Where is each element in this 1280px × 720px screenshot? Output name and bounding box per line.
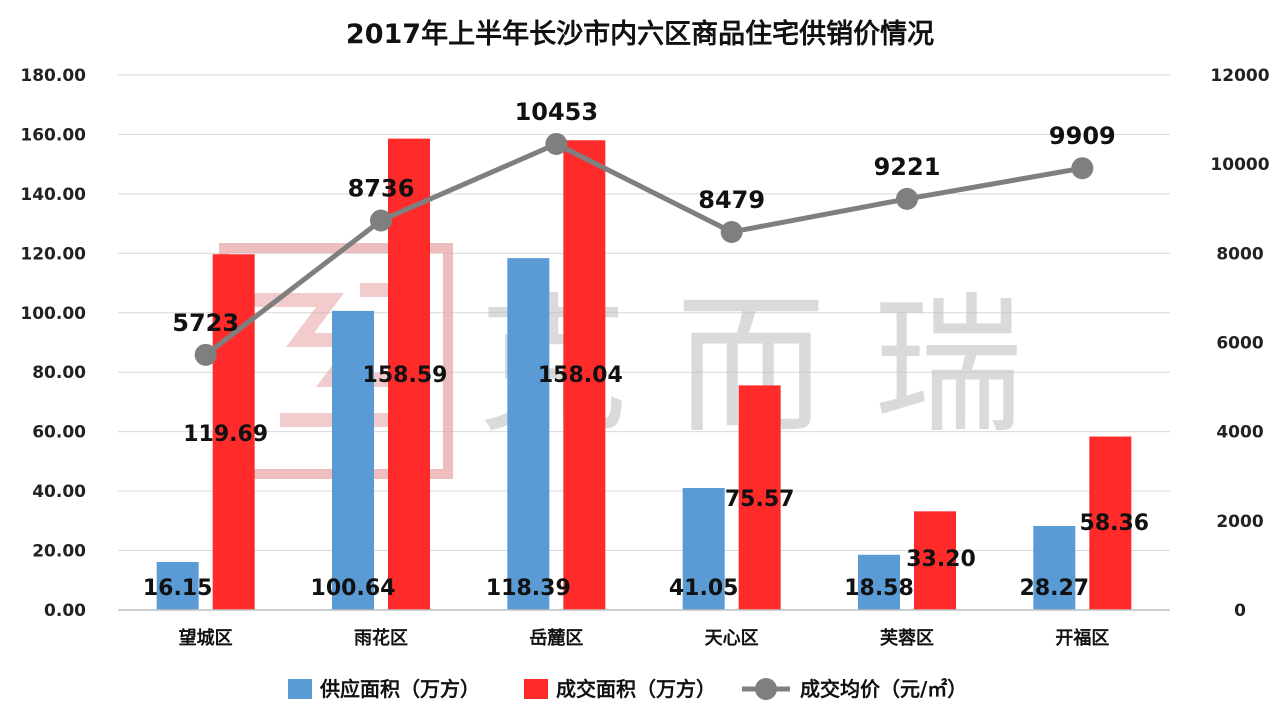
sold-area-label: 119.69 <box>183 422 268 447</box>
avg-price-label: 10453 <box>515 98 599 126</box>
supply-area-bar <box>332 310 374 610</box>
supply-area-bar <box>1033 525 1076 610</box>
bars <box>156 138 1132 611</box>
supply-area-label: 100.64 <box>311 576 396 601</box>
x-tick-label: 岳麓区 <box>529 628 583 649</box>
avg-price-label: 8736 <box>348 175 415 203</box>
x-tick-label: 天心区 <box>705 628 759 649</box>
y-left-tick-label: 180.00 <box>20 66 86 86</box>
y-right-tick-label: 8000 <box>1216 244 1263 264</box>
supply-area-label: 18.58 <box>844 576 914 601</box>
legend-swatch-sold <box>524 679 548 699</box>
avg-price-label: 5723 <box>172 309 239 337</box>
y-right-tick-label: 0 <box>1234 601 1246 621</box>
x-tick-label: 开福区 <box>1055 627 1109 649</box>
supply-area-bar <box>682 487 725 610</box>
sold-area-label: 58.36 <box>1080 511 1150 536</box>
supply-area-label: 28.27 <box>1020 576 1090 601</box>
x-tick-label: 雨花区 <box>354 627 408 649</box>
avg-price-label: 9909 <box>1049 122 1116 150</box>
y-left-tick-label: 0.00 <box>44 601 86 621</box>
sold-area-bar <box>738 385 781 610</box>
legend-label-sold: 成交面积（万方） <box>556 677 716 701</box>
gridlines <box>118 74 1170 611</box>
legend-label-supply: 供应面积（万方） <box>319 677 480 701</box>
x-tick-label: 芙蓉区 <box>880 627 934 649</box>
y-left-tick-label: 140.00 <box>20 185 86 205</box>
sold-area-label: 33.20 <box>906 547 976 572</box>
price-point <box>1071 157 1094 180</box>
sold-area-bar <box>212 254 255 611</box>
price-point <box>720 220 743 243</box>
sold-area-bar <box>388 138 430 610</box>
sold-area-label: 158.59 <box>363 363 448 388</box>
supply-area-label: 118.39 <box>486 576 571 601</box>
legend: 供应面积（万方） 成交面积（万方） 成交均价（元/㎡） <box>288 677 967 701</box>
y-left-tick-label: 40.00 <box>32 482 86 502</box>
x-tick-label: 望城区 <box>179 627 233 649</box>
supply-area-bar <box>507 258 550 610</box>
supply-area-label: 16.15 <box>143 576 213 601</box>
y-left-tick-label: 160.00 <box>20 125 86 145</box>
y-left-tick-label: 100.00 <box>20 304 86 324</box>
y-right-tick-label: 4000 <box>1216 423 1263 443</box>
y-left-tick-label: 60.00 <box>32 423 86 443</box>
y-right-tick-label: 2000 <box>1216 512 1263 532</box>
avg-price-label: 8479 <box>698 186 765 214</box>
y-right-tick-label: 10000 <box>1210 155 1269 175</box>
axes: 0.00 20.00 40.00 60.00 80.00 100.00 120.00 140.… <box>20 66 1269 649</box>
price-line <box>194 132 1094 366</box>
supply-area-bar <box>156 561 199 610</box>
y-right-tick-label: 12000 <box>1210 66 1269 86</box>
y-left-tick-label: 80.00 <box>32 363 86 383</box>
avg-price-label: 9221 <box>874 153 941 181</box>
legend-swatch-supply <box>288 679 312 699</box>
y-left-tick-label: 20.00 <box>32 542 86 562</box>
price-point <box>545 132 568 155</box>
y-left-tick-label: 120.00 <box>20 244 86 264</box>
legend-label-price: 成交均价（元/㎡） <box>800 677 967 701</box>
chart-title: 2017年上半年长沙市内六区商品住宅供销价情况 <box>346 18 934 50</box>
price-line-path <box>204 141 1083 357</box>
sold-area-bar <box>914 511 956 610</box>
legend-swatch-price-marker <box>755 678 777 700</box>
sold-area-bar <box>563 140 606 610</box>
price-point <box>896 187 918 210</box>
supply-area-bar <box>858 554 900 610</box>
sold-area-label: 75.57 <box>725 487 795 512</box>
data-labels: 16.15 100.64 118.39 41.05 18.58 28.27 119.69 15… <box>143 98 1149 601</box>
sold-area-bar <box>1089 436 1132 610</box>
price-point <box>370 209 392 232</box>
sold-area-label: 158.04 <box>538 363 623 388</box>
y-right-tick-label: 6000 <box>1216 334 1263 354</box>
price-point <box>194 343 217 366</box>
supply-area-label: 41.05 <box>669 576 739 601</box>
